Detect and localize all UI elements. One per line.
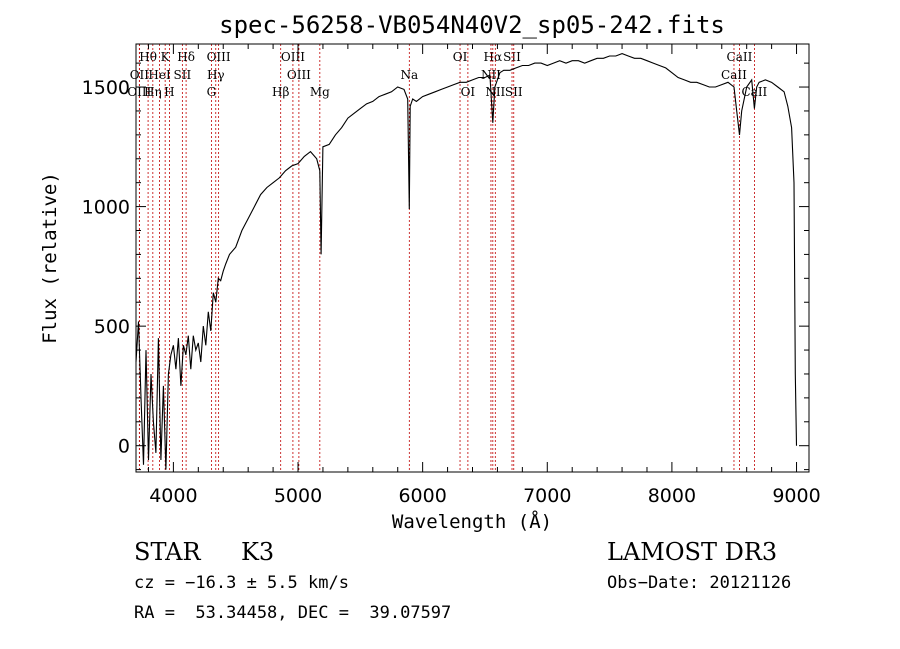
- line-marker-label: Hη: [144, 85, 162, 99]
- line-marker-label: OIII: [287, 68, 311, 82]
- line-marker-label: OII: [130, 68, 150, 82]
- coordinates-text: RA = 53.34458, DEC = 39.07597: [134, 603, 452, 623]
- line-marker-label: SII: [174, 68, 192, 82]
- line-marker-label: SII: [503, 50, 521, 64]
- line-marker-label: Hδ: [177, 50, 195, 64]
- x-axis-label: Wavelength (Å): [392, 510, 552, 533]
- y-tick-label: 500: [94, 316, 130, 338]
- y-axis-label: Flux (relative): [39, 172, 61, 344]
- line-marker-label: OIII: [281, 50, 305, 64]
- plot-frame: [135, 43, 810, 473]
- x-tick-label: 9000: [772, 485, 820, 507]
- line-marker-label: NII: [481, 68, 501, 82]
- x-tick-label: 5000: [274, 485, 322, 507]
- line-marker-label: SII: [505, 85, 523, 99]
- x-axis-ticks: 4000 5000 6000 7000 8000 9000: [147, 44, 821, 507]
- line-marker-label: OIII: [207, 50, 231, 64]
- x-tick-label: 4000: [149, 485, 197, 507]
- survey-name: LAMOST DR3: [607, 538, 778, 566]
- line-marker-label: Na: [400, 68, 418, 82]
- line-marker-label: CaII: [727, 50, 753, 64]
- line-marker-label: OI: [453, 50, 468, 64]
- spectrum-line: [135, 53, 798, 470]
- line-marker-label: HeI: [148, 68, 171, 82]
- line-marker-label: OI: [461, 85, 476, 99]
- object-class: STAR: [134, 538, 201, 566]
- line-marker-label: Hθ: [139, 50, 157, 64]
- chart-title: spec-56258-VB054N40V2_sp05-242.fits: [219, 11, 725, 39]
- line-marker-label: Hγ: [207, 68, 225, 82]
- line-marker-label: Hβ: [272, 85, 289, 99]
- y-tick-label: 1000: [82, 197, 130, 219]
- x-tick-label: 8000: [648, 485, 696, 507]
- y-axis-ticks: 0 500 1000 1500: [82, 62, 809, 471]
- line-marker-label: Hα: [484, 50, 503, 64]
- redshift-text: cz = −16.3 ± 5.5 km/s: [134, 573, 349, 593]
- line-marker-label: H: [164, 85, 174, 99]
- line-marker-label: CaII: [721, 68, 747, 82]
- y-tick-label: 1500: [82, 77, 130, 99]
- line-marker-label: K: [161, 50, 171, 64]
- x-tick-label: 6000: [398, 485, 446, 507]
- line-marker-label: OIII: [127, 85, 151, 99]
- obs-date-text: Obs−Date: 20121126: [607, 573, 792, 593]
- line-marker-label: G: [207, 85, 217, 99]
- y-tick-label: 0: [118, 436, 130, 458]
- x-tick-label: 7000: [523, 485, 571, 507]
- line-marker-label: Mg: [310, 85, 330, 99]
- line-marker-label: CaII: [741, 85, 767, 99]
- object-subclass: K3: [241, 538, 275, 566]
